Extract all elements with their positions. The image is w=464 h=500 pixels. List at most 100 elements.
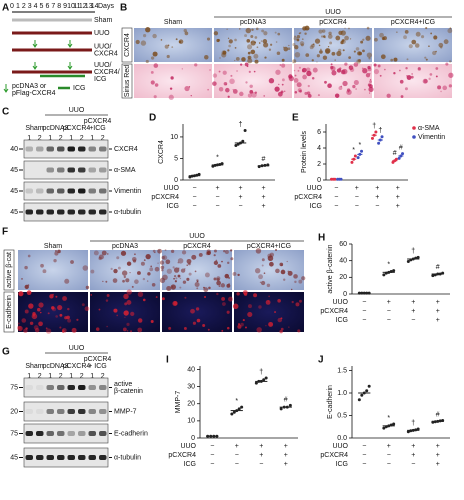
tissue-speck: [291, 300, 294, 304]
tissue-speck: [298, 299, 302, 303]
tissue-speck: [130, 330, 133, 333]
tissue-speck: [328, 31, 332, 35]
lane-number: 2: [38, 135, 42, 142]
tissue-speck: [154, 251, 156, 254]
day-tick: 12: [79, 3, 87, 10]
mw-marker: 40: [10, 146, 18, 153]
lane-number: 2: [101, 373, 105, 380]
data-point: [230, 412, 234, 416]
injection-arrow: [67, 62, 73, 70]
tissue-speck: [125, 278, 130, 283]
y-tick-label: 60: [339, 241, 347, 248]
tissue-speck: [281, 58, 285, 62]
lane-number: 2: [59, 373, 63, 380]
tissue-speck: [305, 53, 310, 57]
tissue-speck: [232, 303, 239, 310]
tissue-speck: [244, 34, 248, 38]
tissue-speck: [330, 63, 333, 66]
data-point: [356, 156, 360, 160]
blot-band: [88, 385, 96, 390]
tissue-speck: [212, 73, 218, 78]
significance-mark: *: [235, 398, 238, 405]
y-axis-label: Protein levels: [301, 130, 308, 173]
data-point: [382, 426, 386, 430]
lane-number: 2: [80, 373, 84, 380]
condition-sign: +: [284, 452, 288, 459]
blot-band: [57, 409, 65, 414]
blot-band: [99, 455, 107, 460]
tissue-speck: [325, 48, 331, 54]
tissue-speck: [258, 42, 261, 44]
tissue-speck: [53, 258, 57, 263]
tissue-speck: [281, 78, 285, 82]
panel-letter: H: [318, 233, 325, 244]
tissue-speck: [183, 28, 187, 33]
tissue-speck: [170, 249, 175, 253]
tissue-speck: [228, 296, 233, 302]
tissue-speck: [225, 87, 230, 93]
tissue-speck: [29, 321, 34, 326]
tissue-speck: [113, 308, 118, 313]
blot-band: [46, 431, 54, 436]
tissue-speck: [334, 93, 340, 98]
day-tick: 5: [40, 3, 44, 10]
micrograph: [134, 64, 212, 98]
tissue-speck: [293, 36, 298, 41]
tissue-speck: [362, 38, 365, 41]
tissue-speck: [37, 307, 41, 312]
blot-strip: [23, 160, 109, 180]
condition-sign: +: [375, 185, 379, 192]
tissue-speck: [349, 66, 351, 68]
blot-band: [67, 188, 75, 194]
data-point: [365, 389, 369, 393]
data-point: [220, 162, 224, 166]
blot-band: [57, 385, 65, 390]
blot-band: [88, 431, 96, 436]
tissue-speck: [137, 291, 144, 298]
significance-mark: #: [436, 264, 440, 271]
condition-sign: −: [362, 317, 366, 324]
tissue-speck: [400, 95, 404, 98]
tissue-speck: [170, 284, 176, 290]
tissue-speck: [134, 279, 139, 284]
tissue-speck: [306, 91, 311, 95]
band-label: E-cadherin: [114, 430, 148, 437]
tissue-speck: [142, 298, 146, 302]
tissue-speck: [297, 329, 301, 333]
tissue-speck: [67, 318, 72, 323]
tissue-speck: [270, 43, 273, 46]
condition-label: pCXCR4: [168, 452, 196, 459]
data-point: [240, 405, 244, 409]
tissue-speck: [352, 84, 356, 89]
tissue-speck: [318, 44, 321, 47]
tissue-speck: [261, 29, 265, 33]
tissue-speck: [340, 30, 346, 36]
tissue-speck: [202, 324, 206, 327]
day-unit: Days: [98, 3, 114, 10]
tissue-speck: [384, 68, 386, 71]
tissue-speck: [251, 28, 254, 31]
day-tick: 10: [67, 3, 75, 10]
tissue-speck: [362, 68, 368, 74]
tissue-speck: [393, 72, 396, 75]
tissue-speck: [124, 302, 128, 306]
tissue-speck: [264, 56, 267, 59]
blot-band: [78, 188, 86, 194]
tissue-speck: [309, 45, 314, 50]
tissue-speck: [150, 265, 153, 268]
tissue-speck: [222, 50, 227, 55]
blot-band: [46, 455, 54, 460]
data-point: [370, 136, 374, 140]
tissue-speck: [254, 36, 258, 39]
tissue-speck: [250, 40, 256, 46]
blot-band: [78, 167, 86, 173]
tissue-speck: [190, 308, 195, 314]
tissue-speck: [106, 294, 110, 297]
data-point: [397, 156, 401, 160]
tissue-speck: [24, 265, 28, 270]
legend-arrow: [3, 84, 9, 93]
tissue-speck: [230, 74, 233, 77]
tissue-speck: [321, 29, 326, 33]
day-tick: 2: [22, 3, 26, 10]
tissue-speck: [245, 326, 247, 329]
